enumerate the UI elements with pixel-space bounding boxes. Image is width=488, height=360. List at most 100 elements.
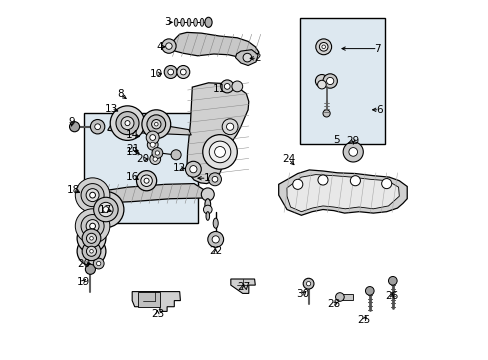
Polygon shape [107, 124, 191, 135]
Circle shape [214, 147, 225, 157]
Text: 11: 11 [212, 84, 225, 94]
Polygon shape [230, 279, 255, 293]
Text: 1: 1 [203, 173, 209, 183]
Circle shape [180, 69, 186, 75]
Text: 25: 25 [357, 315, 370, 325]
Text: 29: 29 [346, 136, 359, 146]
Circle shape [306, 282, 310, 286]
Circle shape [321, 45, 325, 49]
Ellipse shape [181, 18, 184, 26]
Circle shape [82, 242, 101, 261]
Circle shape [75, 178, 110, 212]
Text: 14: 14 [126, 130, 139, 140]
Circle shape [144, 178, 149, 183]
Ellipse shape [213, 218, 218, 228]
Circle shape [121, 117, 134, 130]
Text: 17: 17 [99, 204, 112, 215]
Circle shape [185, 161, 201, 177]
Circle shape [165, 43, 172, 49]
Circle shape [317, 80, 325, 89]
Circle shape [146, 131, 159, 144]
Circle shape [319, 42, 327, 51]
Circle shape [89, 237, 93, 240]
Text: 27: 27 [237, 282, 250, 292]
Circle shape [167, 69, 173, 75]
Circle shape [326, 77, 333, 85]
Circle shape [136, 171, 156, 191]
Circle shape [94, 197, 118, 222]
Circle shape [125, 121, 130, 126]
Circle shape [77, 237, 106, 266]
Text: 6: 6 [375, 105, 382, 115]
Circle shape [162, 39, 176, 53]
Circle shape [90, 120, 104, 134]
Circle shape [201, 188, 214, 201]
Ellipse shape [174, 18, 178, 26]
Polygon shape [167, 32, 258, 59]
Circle shape [203, 135, 237, 169]
Circle shape [212, 236, 219, 243]
Circle shape [153, 157, 157, 161]
Circle shape [82, 229, 101, 248]
Circle shape [141, 175, 152, 186]
Text: 24: 24 [281, 154, 294, 164]
Circle shape [89, 249, 93, 253]
Circle shape [343, 142, 363, 162]
Text: 2: 2 [253, 53, 260, 63]
Polygon shape [286, 175, 399, 212]
Circle shape [208, 173, 221, 186]
Text: 5: 5 [332, 135, 339, 145]
Polygon shape [342, 294, 352, 300]
Circle shape [69, 122, 80, 132]
Circle shape [86, 189, 99, 202]
Text: 30: 30 [296, 289, 309, 300]
Text: 13: 13 [104, 104, 118, 114]
Circle shape [322, 110, 329, 117]
Ellipse shape [205, 212, 209, 220]
Circle shape [387, 276, 396, 285]
Circle shape [81, 215, 104, 238]
Circle shape [365, 287, 373, 295]
Circle shape [152, 148, 163, 158]
Circle shape [207, 231, 223, 247]
Circle shape [89, 192, 95, 198]
Bar [300, 18, 384, 144]
Circle shape [177, 66, 189, 78]
Circle shape [77, 224, 106, 253]
Bar [84, 113, 197, 223]
Circle shape [317, 175, 327, 185]
Circle shape [171, 150, 181, 160]
Circle shape [231, 81, 242, 92]
Circle shape [147, 139, 158, 150]
Circle shape [349, 176, 360, 186]
Circle shape [220, 80, 233, 93]
Circle shape [88, 192, 123, 228]
Polygon shape [186, 83, 248, 184]
Circle shape [89, 223, 95, 229]
Text: 20: 20 [78, 258, 91, 269]
Circle shape [110, 106, 144, 140]
Circle shape [335, 293, 344, 301]
Circle shape [303, 278, 313, 289]
Polygon shape [235, 50, 258, 66]
Text: 7: 7 [374, 44, 380, 54]
Text: 26: 26 [385, 291, 398, 301]
Text: 28: 28 [326, 299, 340, 309]
Circle shape [103, 207, 108, 212]
Circle shape [226, 123, 233, 130]
Circle shape [96, 261, 101, 266]
Circle shape [85, 264, 95, 274]
Circle shape [86, 233, 96, 243]
Text: 21: 21 [126, 144, 139, 154]
Circle shape [75, 209, 110, 243]
Text: 16: 16 [126, 172, 139, 182]
Circle shape [142, 110, 170, 139]
Circle shape [99, 202, 113, 217]
Circle shape [243, 53, 251, 62]
Circle shape [155, 151, 159, 155]
Circle shape [209, 141, 230, 163]
Bar [138, 292, 160, 307]
Circle shape [292, 179, 302, 189]
Ellipse shape [204, 199, 210, 210]
Circle shape [146, 115, 165, 134]
